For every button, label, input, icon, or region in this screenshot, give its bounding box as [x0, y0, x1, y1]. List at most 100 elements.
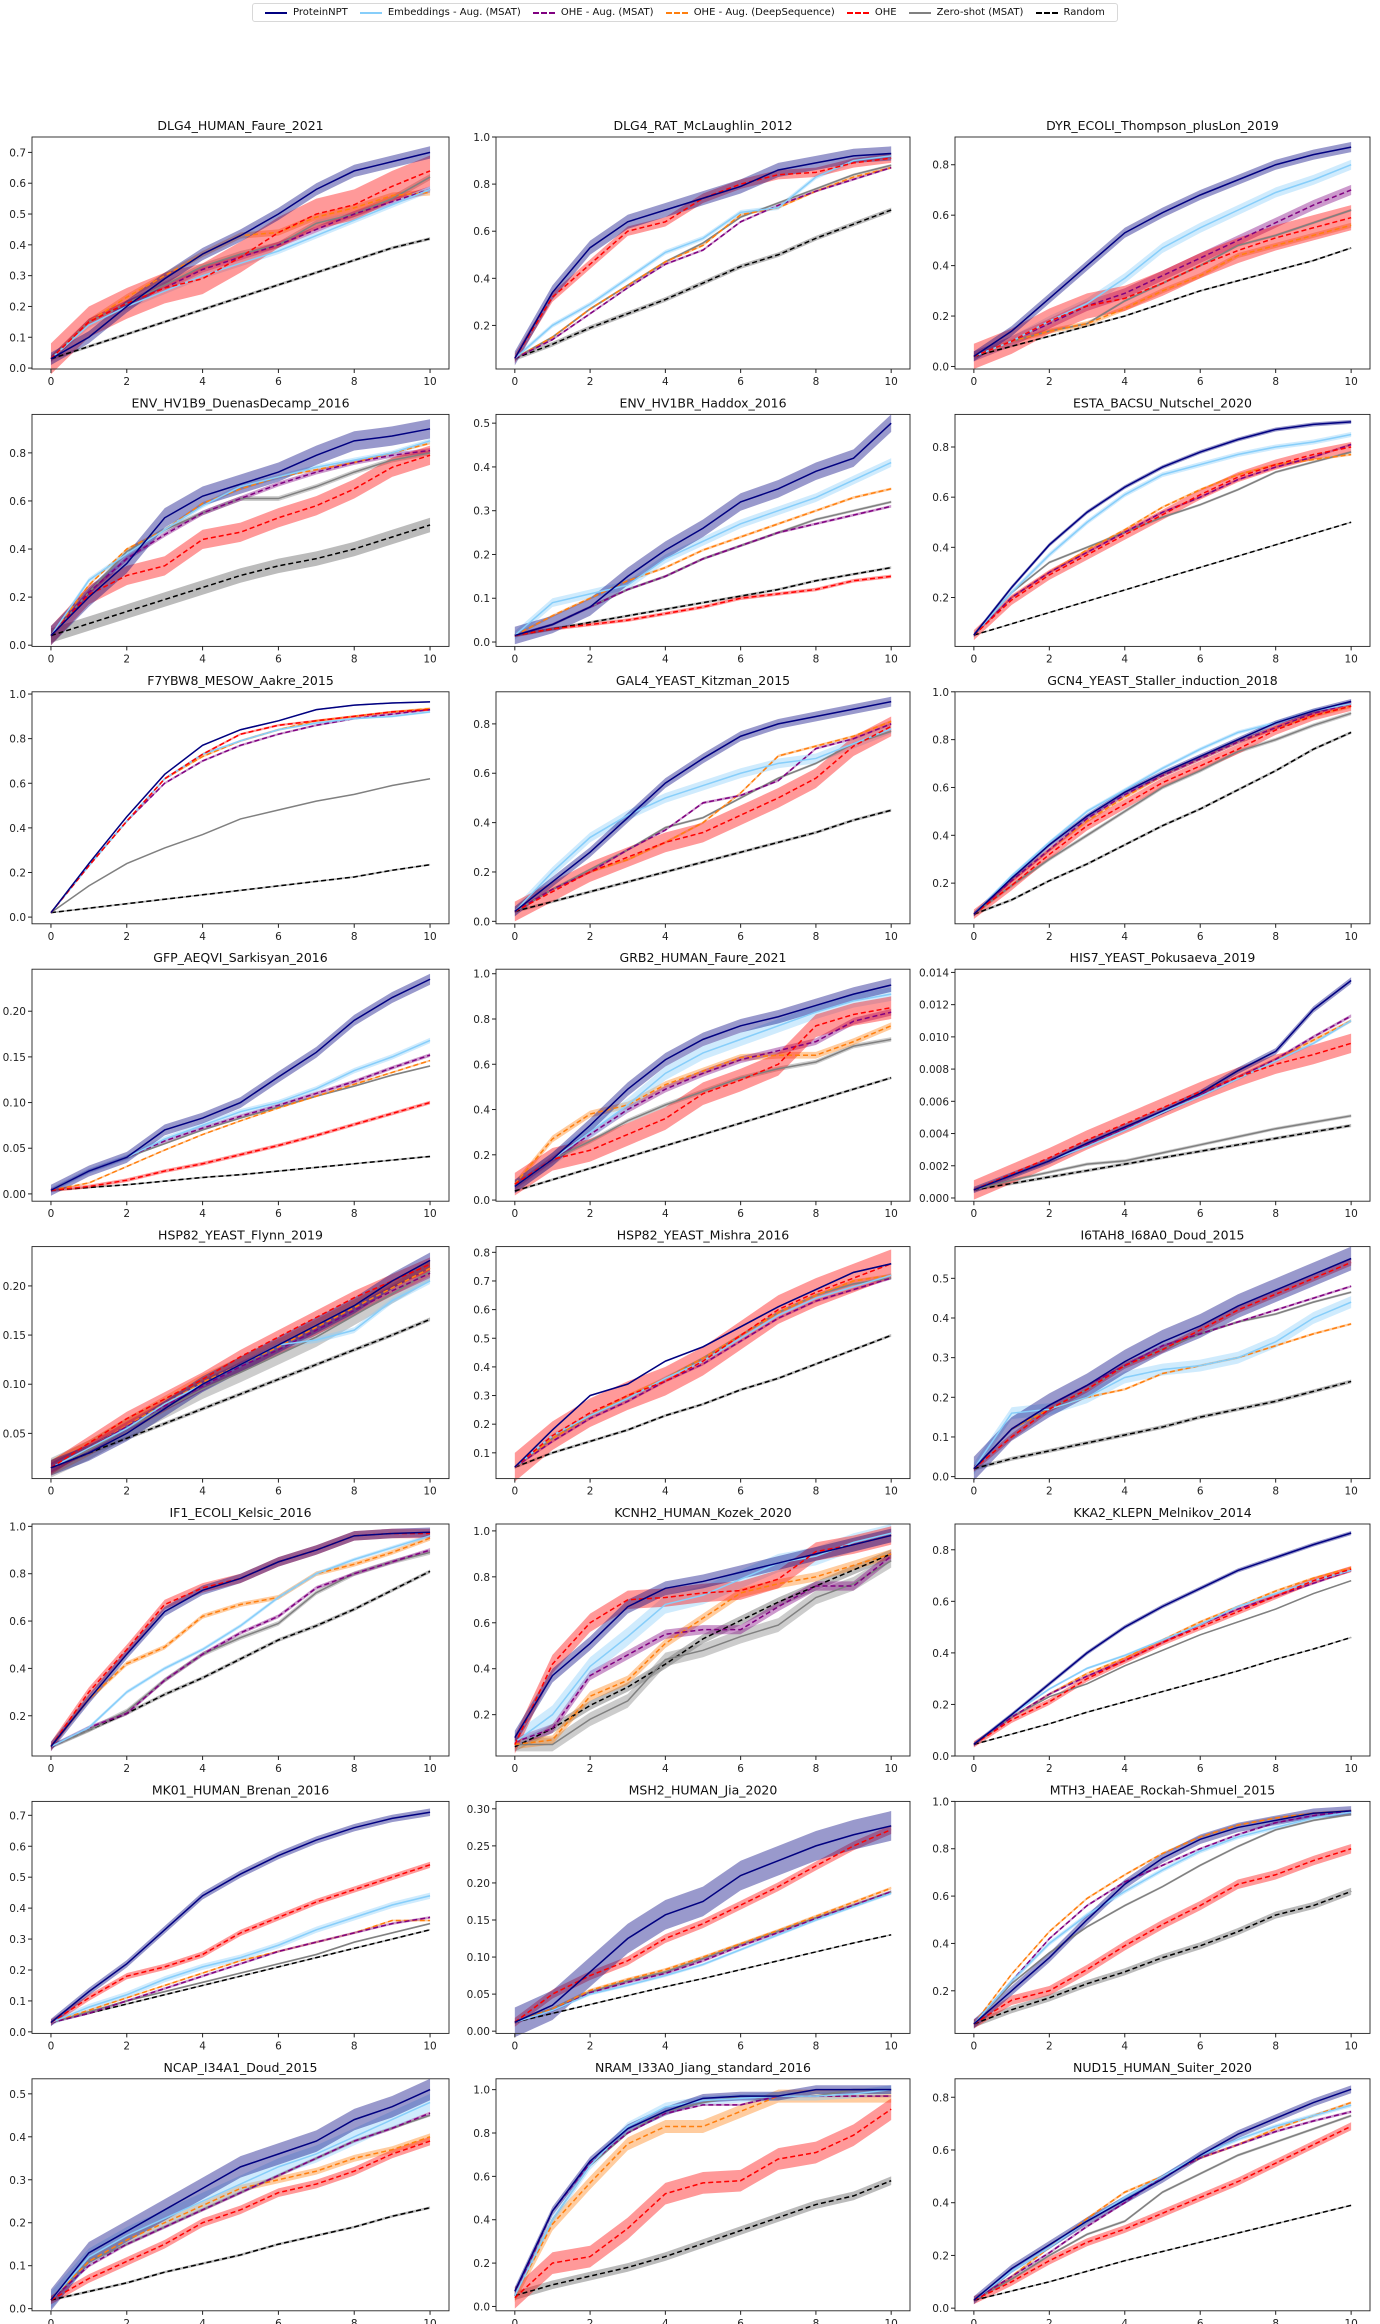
legend-label: Random — [1063, 7, 1105, 18]
x-tick: 10 — [1344, 1478, 1358, 1498]
y-tick-label: 0.6 — [473, 2171, 490, 2183]
series-line — [514, 488, 892, 637]
series-line — [50, 778, 431, 914]
x-tick: 6 — [1197, 2310, 1204, 2324]
x-tick: 2 — [1046, 646, 1053, 665]
series-line — [514, 1334, 892, 1468]
series-band — [514, 1022, 892, 1188]
x-tick: 0 — [48, 369, 54, 388]
x-tick-label: 0 — [48, 1763, 55, 1775]
series-band — [50, 146, 431, 365]
x-tick-label: 6 — [737, 1763, 744, 1775]
y-tick: 0.2 — [473, 549, 496, 561]
x-tick: 2 — [1046, 1756, 1053, 1775]
x-tick-label: 4 — [662, 2318, 669, 2324]
subplot-title: MSH2_HUMAN_Jia_2020 — [629, 1782, 778, 1797]
x-tick: 2 — [123, 2033, 130, 2052]
series-line — [973, 421, 1352, 636]
subplot: GRB2_HUMAN_Faure_2021 0 2 4 6 8 10 0.0 0.2 0.4 0.6… — [473, 950, 911, 1220]
y-tick-label: 0.15 — [467, 1915, 490, 1927]
x-tick-label: 4 — [199, 376, 206, 388]
series-line — [50, 191, 431, 360]
series-line — [514, 993, 892, 1188]
x-tick-label: 8 — [813, 2040, 820, 2052]
x-tick: 4 — [662, 923, 669, 943]
series-band — [514, 574, 892, 638]
x-tick-label: 2 — [587, 653, 594, 665]
y-tick-label: 0.2 — [473, 1419, 490, 1431]
legend-label: Embeddings - Aug. (MSAT) — [387, 7, 521, 18]
x-tick-label: 8 — [1272, 653, 1279, 665]
x-tick: 10 — [884, 646, 898, 665]
x-tick: 0 — [511, 369, 518, 388]
x-tick-label: 2 — [123, 931, 130, 943]
subplot: DLG4_HUMAN_Faure_2021 0 2 4 6 8 10 0.0 0.1 0.2 0.3… — [9, 118, 450, 388]
x-tick: 10 — [1344, 1756, 1358, 1775]
y-tick: 0.10 — [467, 1952, 496, 1964]
y-tick: 0.15 — [3, 1330, 32, 1342]
y-tick-label: 0.0 — [9, 912, 26, 924]
series-line — [50, 440, 431, 637]
subplot: HIS7_YEAST_Pokusaeva_2019 0 2 4 6 8 10 0.000 0.0… — [919, 950, 1371, 1220]
series-band — [514, 1553, 892, 1752]
subplot: NCAP_I34A1_Doud_2015 0 2 4 6 8 10 0.0 0.1 0.2 0.3 0… — [9, 2060, 450, 2324]
series-line — [973, 1890, 1352, 2025]
y-tick: 0.4 — [932, 1313, 955, 1325]
y-tick-label: 0.006 — [919, 1096, 949, 1108]
series-line — [50, 978, 431, 1191]
y-tick: 0.3 — [932, 1353, 955, 1365]
y-tick: 0.20 — [3, 1006, 32, 1018]
x-tick: 4 — [662, 1478, 669, 1498]
y-tick: 0.20 — [467, 1878, 496, 1890]
series-band — [973, 205, 1352, 369]
y-tick-label: 0.3 — [473, 506, 490, 518]
plot-frame — [495, 136, 911, 370]
x-tick-label: 10 — [1344, 2040, 1357, 2052]
y-tick-label: 0.6 — [932, 492, 949, 504]
series-line — [514, 2180, 892, 2297]
series-line — [514, 728, 892, 912]
y-tick-label: 0.6 — [473, 226, 490, 238]
y-tick-label: 0.2 — [473, 1710, 490, 1722]
series-band — [973, 453, 1352, 637]
y-tick: 0.5 — [9, 2089, 32, 2101]
subplot: GFP_AEQVI_Sarkisyan_2016 0 2 4 6 8 10 0.00 0.05 0… — [3, 950, 450, 1220]
series-line — [973, 700, 1352, 915]
y-tick: 0.8 — [473, 1247, 496, 1259]
y-tick: 0.1 — [932, 1432, 955, 1444]
x-tick: 10 — [884, 1201, 898, 1220]
x-tick-label: 2 — [1046, 931, 1053, 943]
series-line — [973, 705, 1352, 915]
y-tick-label: 0.4 — [473, 2215, 490, 2227]
x-tick: 4 — [662, 2310, 669, 2324]
y-tick-label: 0.5 — [9, 1872, 26, 1884]
x-tick: 2 — [1046, 369, 1053, 388]
series-band — [50, 1550, 431, 1749]
y-tick: 0.014 — [919, 967, 955, 979]
series-band — [514, 1549, 892, 1752]
x-tick-label: 4 — [662, 1486, 669, 1498]
legend-swatch — [265, 11, 288, 14]
y-tick-label: 0.6 — [473, 768, 490, 780]
x-tick-label: 6 — [275, 653, 282, 665]
x-tick: 6 — [737, 1478, 744, 1498]
y-tick: 0.2 — [9, 867, 32, 879]
y-tick: 0.4 — [932, 2198, 955, 2210]
x-tick: 2 — [123, 646, 130, 665]
x-tick-label: 6 — [737, 1208, 744, 1220]
series-line — [514, 1553, 892, 1746]
series-band — [973, 1844, 1352, 2029]
x-tick: 6 — [737, 646, 744, 665]
x-tick-label: 10 — [1344, 1486, 1357, 1498]
x-tick: 2 — [1046, 923, 1053, 943]
x-tick: 8 — [351, 646, 358, 665]
series-line — [973, 164, 1352, 358]
subplot-title: MTH3_HAEAE_Rockah-Shmuel_2015 — [1050, 1782, 1276, 1797]
x-tick-label: 4 — [1121, 376, 1128, 388]
legend-swatch — [359, 11, 382, 14]
subplot: MSH2_HUMAN_Jia_2020 0 2 4 6 8 10 0.00 0.05 0.10 0.… — [467, 1782, 911, 2052]
series-band — [514, 153, 892, 364]
x-tick-label: 2 — [587, 376, 594, 388]
series-band — [514, 978, 892, 1194]
y-tick-label: 0.0 — [932, 1751, 949, 1763]
